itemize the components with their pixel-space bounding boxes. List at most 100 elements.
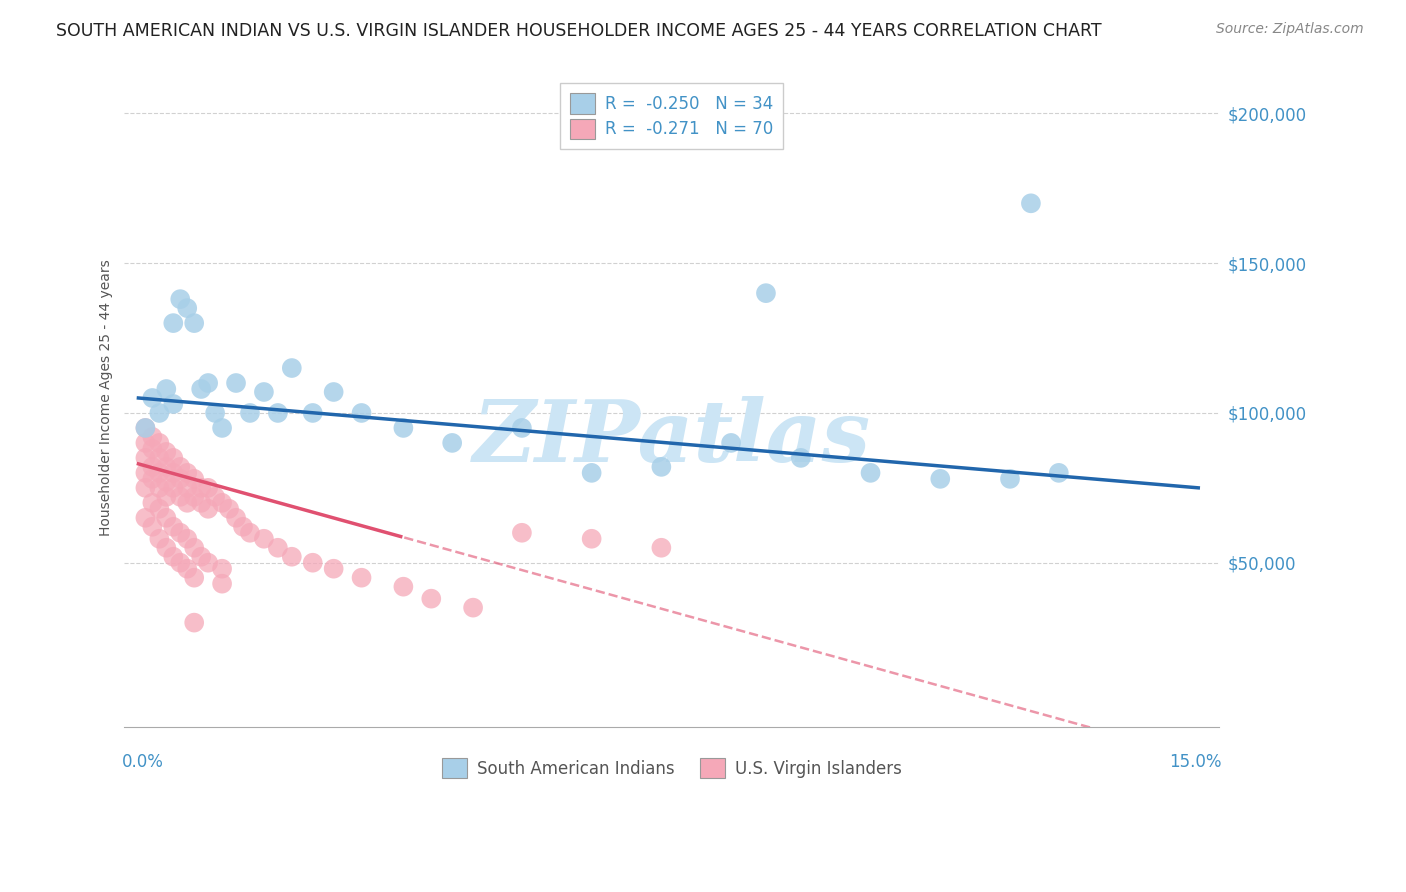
Point [141,496,163,510]
Point [155,510,177,524]
Point [169,490,191,504]
Point [392,421,415,435]
Point [141,459,163,474]
Point [134,421,156,435]
Point [211,496,233,510]
Point [141,430,163,444]
Point [141,442,163,456]
Point [162,549,184,564]
Point [211,576,233,591]
Point [998,472,1021,486]
Point [581,466,603,480]
Point [281,361,304,376]
Point [183,541,205,555]
Point [190,481,212,495]
Text: ZIPatlas: ZIPatlas [472,396,870,479]
Point [420,591,443,606]
Point [211,562,233,576]
Point [441,436,464,450]
Point [190,382,212,396]
Point [755,286,778,301]
Point [190,549,212,564]
Point [183,316,205,330]
Point [510,421,533,435]
Point [155,382,177,396]
Point [1047,466,1070,480]
Text: SOUTH AMERICAN INDIAN VS U.S. VIRGIN ISLANDER HOUSEHOLDER INCOME AGES 25 - 44 YE: SOUTH AMERICAN INDIAN VS U.S. VIRGIN ISL… [56,22,1102,40]
Point [141,520,163,534]
Point [141,391,163,405]
Point [204,490,226,504]
Point [510,525,533,540]
Point [1019,196,1042,211]
Point [197,481,219,495]
Point [134,466,156,480]
Point [134,450,156,465]
Point [148,450,170,465]
Point [134,510,156,524]
Point [232,520,254,534]
Point [176,466,198,480]
Point [197,556,219,570]
Point [929,472,952,486]
Point [155,459,177,474]
Text: 15.0%: 15.0% [1168,753,1222,771]
Point [790,450,813,465]
Point [148,481,170,495]
Point [155,475,177,489]
Point [162,450,184,465]
Point [392,580,415,594]
Point [155,445,177,459]
Point [176,301,198,315]
Point [350,406,373,420]
Point [322,562,344,576]
Point [162,316,184,330]
Point [461,600,484,615]
Point [197,376,219,390]
Point [239,406,262,420]
Point [183,571,205,585]
Point [183,490,205,504]
Point [239,525,262,540]
Point [267,406,290,420]
Point [162,466,184,480]
Point [148,466,170,480]
Point [650,459,672,474]
Point [301,556,323,570]
Point [162,481,184,495]
Point [225,510,247,524]
Point [169,459,191,474]
Point [176,532,198,546]
Point [650,541,672,555]
Point [190,496,212,510]
Y-axis label: Householder Income Ages 25 - 44 years: Householder Income Ages 25 - 44 years [100,260,114,536]
Point [141,472,163,486]
Point [176,496,198,510]
Point [253,532,276,546]
Legend: South American Indians, U.S. Virgin Islanders: South American Indians, U.S. Virgin Isla… [436,751,908,785]
Text: Source: ZipAtlas.com: Source: ZipAtlas.com [1216,22,1364,37]
Point [134,436,156,450]
Point [267,541,290,555]
Point [169,472,191,486]
Point [162,397,184,411]
Point [148,436,170,450]
Point [720,436,742,450]
Point [301,406,323,420]
Point [169,292,191,306]
Point [859,466,882,480]
Point [581,532,603,546]
Point [281,549,304,564]
Point [148,501,170,516]
Point [197,501,219,516]
Point [148,532,170,546]
Point [218,501,240,516]
Point [253,384,276,399]
Point [155,490,177,504]
Point [225,376,247,390]
Point [183,615,205,630]
Text: 0.0%: 0.0% [122,753,165,771]
Point [350,571,373,585]
Point [211,421,233,435]
Point [176,562,198,576]
